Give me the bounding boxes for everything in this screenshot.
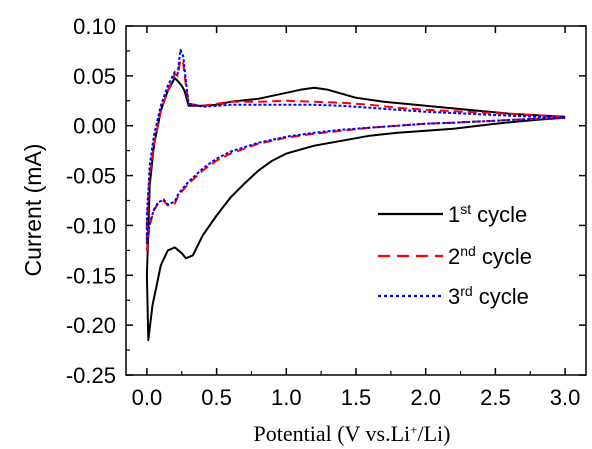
y-tick-label: -0.10 [66, 213, 116, 238]
legend-label-1: 1st cycle [448, 201, 527, 227]
series-3-line [145, 48, 566, 245]
x-tick-label: 2.0 [410, 385, 441, 410]
y-axis-title: Current (mA) [20, 144, 46, 277]
x-tick-label: 1.0 [271, 385, 302, 410]
x-tick-label: 3.0 [550, 385, 581, 410]
y-tick-label: -0.25 [66, 363, 116, 388]
legend-label-3: 3rd cycle [448, 283, 529, 309]
y-tick-label: 0.10 [73, 14, 116, 39]
axes: 0.0 0.5 1.0 1.5 2.0 2.5 3.0 -0.25 -0.20 -0.15 -0.1… [66, 14, 587, 410]
y-tick-label: -0.05 [66, 164, 116, 189]
y-tick-label: 0.05 [73, 64, 116, 89]
x-axis-title-sup: + [410, 422, 417, 437]
x-tick-label: 2.5 [480, 385, 511, 410]
x-tick-label: 1.5 [341, 385, 372, 410]
x-tick-label: 0.5 [201, 385, 232, 410]
x-axis-title: Potential (V vs.Li+/Li) [254, 421, 451, 446]
plot-frame [125, 25, 587, 376]
x-tick-label: 0.0 [132, 385, 163, 410]
y-tick-label: -0.20 [66, 313, 116, 338]
x-axis-title-tail: /Li) [418, 421, 451, 446]
x-axis-title-main: Potential (V vs.Li [254, 421, 411, 446]
y-tick-label: 0.00 [73, 114, 116, 139]
series-1-line [145, 76, 566, 342]
y-tick-label: -0.15 [66, 263, 116, 288]
plot-area [145, 48, 566, 342]
legend-label-2: 2nd cycle [448, 243, 532, 269]
legend: 1st cycle 2nd cycle 3rd cycle [378, 201, 532, 309]
